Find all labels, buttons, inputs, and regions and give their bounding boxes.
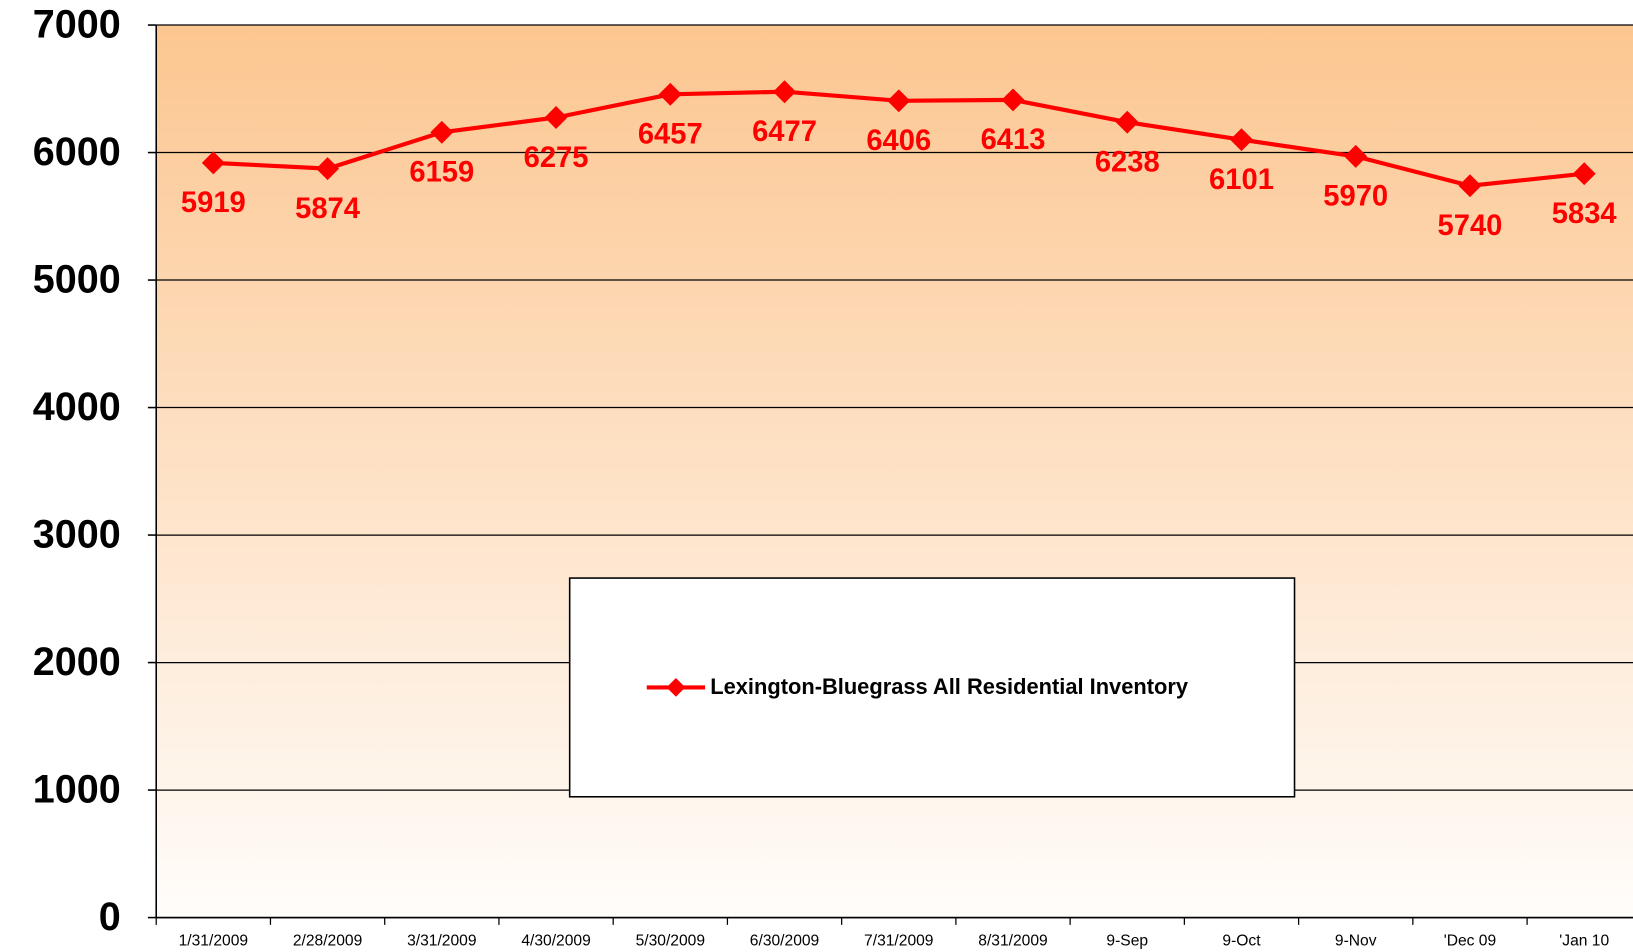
- data-label: 5834: [1552, 198, 1618, 230]
- x-tick-label: 3/31/2009: [407, 933, 476, 950]
- y-tick-label: 4000: [33, 385, 121, 429]
- x-tick-label: 'Dec 09: [1444, 933, 1496, 950]
- x-tick-label: 5/30/2009: [636, 933, 705, 950]
- marker: [1572, 162, 1596, 186]
- y-tick-label: 0: [99, 895, 121, 939]
- x-tick-label: 8/31/2009: [978, 933, 1047, 950]
- data-label: 6159: [409, 157, 474, 189]
- legend-label: Lexington-Bluegrass All Residential Inve…: [710, 674, 1189, 699]
- data-label: 6101: [1209, 164, 1274, 196]
- marker: [1001, 88, 1025, 112]
- marker: [201, 151, 225, 175]
- data-label: 6406: [866, 125, 931, 157]
- x-tick-label: 7/31/2009: [864, 933, 933, 950]
- x-tick-label: 1/31/2009: [179, 933, 248, 950]
- marker: [430, 120, 454, 144]
- marker: [658, 82, 682, 106]
- legend-swatch-marker: [666, 678, 686, 697]
- data-label: 5970: [1323, 181, 1388, 213]
- marker: [316, 157, 340, 181]
- y-tick-label: 3000: [33, 513, 121, 557]
- y-tick-label: 2000: [33, 640, 121, 684]
- x-tick-label: 9-Oct: [1222, 933, 1261, 950]
- marker: [1458, 174, 1482, 198]
- x-tick-label: 9-Nov: [1335, 933, 1377, 950]
- data-label: 5740: [1438, 210, 1503, 242]
- x-tick-label: 9-Sep: [1106, 933, 1148, 950]
- marker: [1230, 128, 1253, 152]
- marker: [1344, 144, 1368, 168]
- data-label: 6457: [638, 119, 703, 151]
- marker: [773, 80, 796, 104]
- data-label: 5874: [295, 193, 361, 225]
- x-tick-label: 6/30/2009: [750, 933, 819, 950]
- data-label: 6477: [752, 116, 817, 148]
- y-tick-label: 1000: [33, 768, 121, 812]
- data-label: 5919: [181, 187, 246, 219]
- x-tick-label: 4/30/2009: [521, 933, 590, 950]
- data-label: 6413: [981, 124, 1046, 156]
- y-tick-label: 6000: [33, 130, 121, 174]
- x-tick-label: 2/28/2009: [293, 933, 362, 950]
- y-tick-label: 5000: [33, 258, 121, 302]
- x-tick-label: 'Jan 10: [1559, 933, 1609, 950]
- y-tick-label: 7000: [33, 3, 121, 47]
- data-label: 6238: [1095, 147, 1160, 179]
- data-label: 6275: [524, 142, 589, 174]
